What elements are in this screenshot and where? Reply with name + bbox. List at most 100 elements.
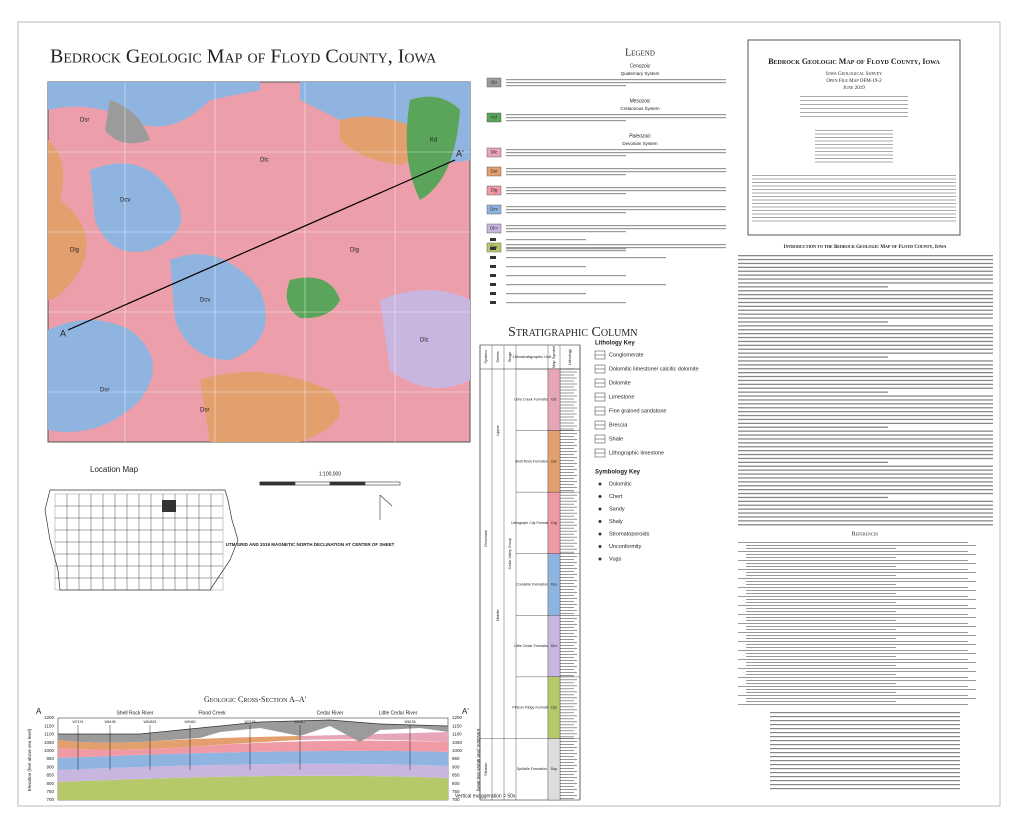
unit-name: Pinicon Ridge Formation [512, 706, 551, 710]
text-line [738, 614, 968, 615]
text-line [506, 302, 626, 304]
column-header: Lithology [567, 349, 572, 365]
unit-label: Dlc [260, 158, 269, 164]
legend-symbol: Dlc [491, 150, 498, 155]
text-line [738, 411, 993, 413]
text-line [738, 305, 993, 307]
legend-swatch [486, 166, 502, 177]
text-line [506, 284, 666, 286]
legend-system: Quaternary System [621, 71, 660, 76]
text-line [738, 344, 993, 346]
text-line [506, 239, 586, 241]
elevation-left: 850 [46, 773, 54, 778]
iowa-outline [44, 489, 239, 591]
text-line [746, 620, 896, 621]
text-line [738, 368, 993, 370]
symbol-icon [490, 292, 496, 295]
xs-end: A' [462, 707, 469, 716]
legend-symbol: Dlg [491, 188, 498, 193]
text-line [738, 313, 993, 315]
unit-area [105, 100, 150, 144]
text-line [770, 740, 960, 742]
legend-swatch [486, 112, 502, 123]
unit-symbol: Dlcr [551, 644, 558, 648]
symbol-icon [598, 557, 602, 561]
symbology-key-title: Symbology Key [595, 470, 641, 476]
elevation-left: 950 [46, 756, 54, 761]
elevation-left: 800 [46, 781, 54, 786]
text-line [738, 461, 888, 463]
text-line [746, 557, 896, 558]
text-line [738, 560, 968, 561]
text-line [746, 674, 896, 675]
elevation-left: 700 [46, 797, 54, 802]
well-label: W54824 [143, 720, 156, 724]
axis-label: Elevation (feet above sea level) [27, 728, 32, 791]
elevation-left: 900 [46, 764, 54, 769]
text-line [738, 434, 993, 436]
system: Silurian [483, 763, 488, 776]
text-line [800, 100, 908, 101]
lithology-item: Lithographic limestone [609, 450, 664, 456]
text-line [746, 548, 896, 549]
text-line [770, 756, 960, 758]
text-line [770, 724, 960, 726]
elevation-right: 1100 [452, 732, 462, 737]
text-line [752, 192, 956, 194]
series: Open File Map OFM-19-2 [826, 79, 882, 84]
text-line [815, 154, 893, 156]
column-header: Series [495, 351, 500, 362]
text-line [738, 414, 993, 417]
text-line [770, 788, 960, 790]
text-line [815, 130, 893, 131]
text-line [746, 653, 976, 654]
unit-area [48, 140, 87, 300]
text-line [738, 551, 968, 552]
text-line [770, 772, 960, 774]
unit-area [380, 290, 470, 388]
legend-swatch [486, 77, 502, 88]
text-line [738, 375, 993, 378]
text-line [738, 477, 993, 479]
symbology-item: Stromatoporoids [609, 531, 650, 537]
text-line [800, 108, 908, 109]
text-line [752, 217, 956, 218]
symbology-item: Sandy [609, 506, 625, 512]
column-header: Stage [507, 351, 512, 362]
text-line [752, 196, 956, 197]
text-line [738, 496, 888, 499]
symbol-icon [490, 256, 496, 259]
text-line [746, 683, 896, 684]
text-line [738, 489, 993, 491]
text-line [738, 360, 993, 362]
text-line [738, 255, 993, 257]
lithology-item: Breccia [609, 422, 628, 428]
lithology-item: Dolomitic limestone/ calcitic dolomite [609, 366, 699, 372]
text-line [746, 662, 976, 663]
text-line [738, 336, 993, 339]
text-line [738, 587, 968, 588]
symbol-icon [490, 265, 496, 268]
legend-title: Legend [625, 47, 655, 58]
text-line [738, 695, 968, 696]
scale-bar [259, 481, 401, 520]
legend-symbol: Dlcr [490, 226, 498, 231]
unit-name: Little Cedar Formation [514, 644, 550, 648]
text-line [738, 650, 968, 651]
location-title: Location Map [90, 465, 139, 474]
text-line [746, 575, 896, 576]
elevation-left: 1100 [44, 732, 54, 737]
well-label: W5460 [184, 720, 195, 724]
symbology-item: Vugs [609, 556, 622, 562]
county-highlight [162, 500, 176, 512]
unit-name: Lime Creek Formation [514, 398, 550, 402]
text-line [752, 203, 956, 204]
symbol-icon [490, 283, 496, 286]
section-end: A' [456, 148, 464, 158]
text-line [770, 732, 960, 734]
text-line [746, 629, 896, 630]
intro-title: Introduction to the Bedrock Geologic Map… [784, 245, 947, 250]
unit-label: Dcv [120, 198, 130, 204]
legend-symbol: Dsr [491, 169, 498, 174]
text-line [815, 161, 893, 163]
